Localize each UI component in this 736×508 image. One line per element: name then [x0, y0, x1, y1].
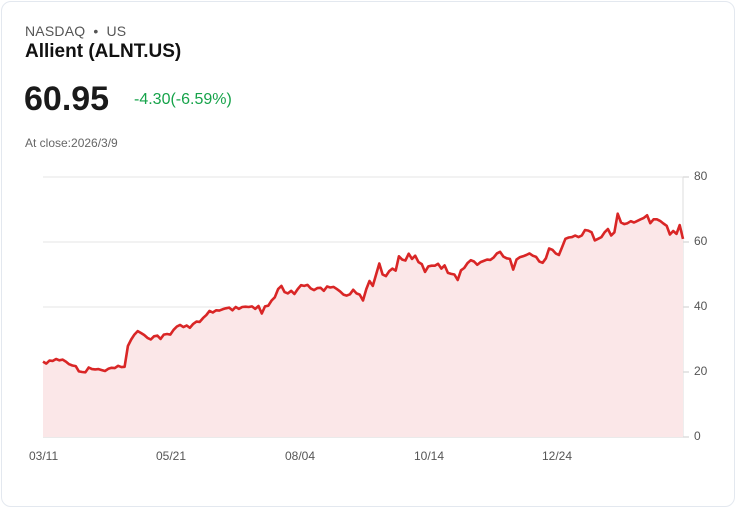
x-tick-label: 10/14: [414, 449, 445, 463]
price-change: -4.30(-6.59%): [134, 91, 232, 108]
y-tick-label: 20: [694, 364, 708, 378]
current-price: 60.95: [24, 80, 110, 118]
exchange-name: NASDAQ: [25, 23, 86, 39]
y-tick-label: 40: [694, 299, 708, 313]
exchange-line: NASDAQ • US: [25, 23, 126, 39]
x-tick-label: 03/11: [29, 449, 59, 463]
y-tick-label: 60: [694, 234, 708, 248]
x-tick-label: 12/24: [542, 449, 573, 463]
y-tick-label: 0: [694, 429, 701, 443]
stock-title: Allient (ALNT.US): [25, 41, 182, 62]
price-line: [42, 212, 685, 374]
country-label: US: [106, 23, 127, 39]
separator-dot: •: [93, 23, 99, 39]
area-fill: [43, 213, 683, 437]
close-date: At close:2026/3/9: [25, 136, 118, 150]
y-tick-label: 80: [694, 169, 708, 183]
x-tick-label: 05/21: [156, 449, 187, 463]
x-tick-label: 08/04: [285, 449, 316, 463]
